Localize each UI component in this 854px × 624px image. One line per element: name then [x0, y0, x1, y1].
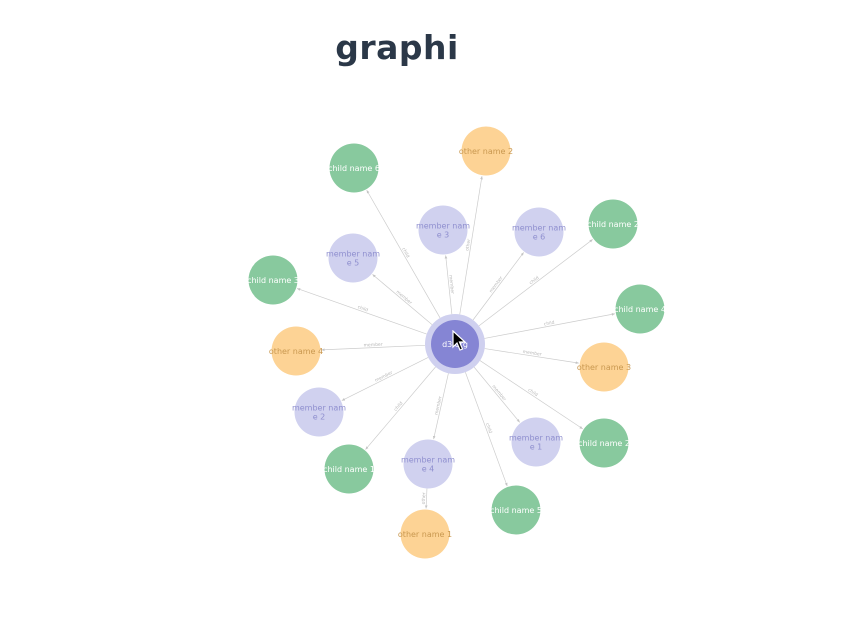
node-label: child name 3	[247, 276, 299, 285]
node-circle[interactable]	[324, 444, 374, 494]
edge-c2a	[478, 239, 593, 327]
node-m6[interactable]: member name 6	[512, 207, 566, 257]
edge-label-c2b: child	[527, 387, 539, 398]
node-label: member nam	[326, 250, 380, 259]
node-o2[interactable]: other name 2	[459, 126, 513, 176]
node-circle[interactable]	[588, 199, 638, 249]
node-m4[interactable]: member name 4	[401, 439, 455, 489]
node-label: other name 1	[398, 530, 452, 539]
node-label: other name 4	[269, 347, 323, 356]
node-circle[interactable]	[615, 284, 665, 334]
node-label: member nam	[292, 404, 346, 413]
edge-label-c5: child	[484, 422, 493, 434]
page-title: graphi	[335, 28, 459, 67]
edge-label-o2: other	[464, 238, 472, 251]
node-m1[interactable]: member name 1	[509, 417, 563, 467]
node-label: member nam	[509, 434, 563, 443]
node-circle[interactable]	[418, 205, 468, 255]
edge-m2	[341, 357, 429, 401]
node-c3[interactable]: child name 3	[247, 255, 299, 305]
edge-o4	[321, 344, 426, 352]
edge-c3	[296, 288, 427, 335]
node-c2b[interactable]: child name 2	[578, 418, 630, 468]
edge-c5	[465, 372, 508, 487]
node-circle[interactable]	[329, 143, 379, 193]
edge-label-c2a: child	[528, 275, 540, 286]
edge-o2	[459, 176, 483, 315]
node-o1[interactable]: other name 1	[398, 509, 452, 559]
node-o4[interactable]: other name 4	[269, 326, 323, 376]
node-circle[interactable]	[400, 509, 450, 559]
edge-m5	[372, 274, 433, 325]
node-circle[interactable]	[271, 326, 321, 376]
node-label: child name 6	[328, 164, 380, 173]
node-circle[interactable]	[511, 417, 561, 467]
edge-label-m2: member	[374, 370, 394, 384]
edge-label-o4: member	[364, 342, 383, 349]
edge-m6	[472, 252, 524, 321]
node-label: other name 3	[577, 363, 631, 372]
node-label: e 1	[530, 443, 543, 452]
node-label: child name 2	[587, 220, 639, 229]
edge-c4	[484, 312, 616, 339]
node-circle[interactable]	[403, 439, 453, 489]
node-o3[interactable]: other name 3	[577, 342, 631, 392]
node-circle[interactable]	[461, 126, 511, 176]
node-circle[interactable]	[514, 207, 564, 257]
edges-layer: child other member member child member child ch…	[296, 176, 616, 509]
node-label: child name 5	[490, 506, 542, 515]
edge-o3	[484, 348, 579, 365]
edge-c6	[366, 189, 441, 319]
edge-m3	[444, 255, 453, 315]
node-label: member nam	[401, 456, 455, 465]
edge-c1	[365, 366, 436, 450]
node-c1[interactable]: child name 1	[323, 444, 375, 494]
edge-label-c4: child	[543, 320, 555, 328]
node-circle[interactable]	[579, 342, 629, 392]
edge-c2b	[479, 360, 583, 430]
edge-label-c3: child	[357, 304, 369, 313]
node-circle[interactable]	[248, 255, 298, 305]
node-c2a[interactable]: child name 2	[587, 199, 639, 249]
node-label: member nam	[416, 222, 470, 231]
node-circle[interactable]	[294, 387, 344, 437]
mouse-pointer-icon	[452, 329, 467, 356]
edge-m1	[473, 366, 521, 423]
node-label: other name 2	[459, 147, 513, 156]
edge-o1	[424, 488, 428, 509]
node-label: child name 4	[614, 305, 666, 314]
edge-m4	[432, 373, 449, 440]
node-circle[interactable]	[328, 233, 378, 283]
edge-label-c6: child	[400, 247, 411, 259]
edge-label-m1: member	[490, 384, 507, 403]
node-label: e 5	[347, 259, 360, 268]
node-label: e 4	[422, 465, 435, 474]
edge-label-c1: child	[393, 400, 405, 412]
node-label: child name 1	[323, 465, 375, 474]
node-c5[interactable]: child name 5	[490, 485, 542, 535]
node-c4[interactable]: child name 4	[614, 284, 666, 334]
edge-label-m6: member	[488, 275, 504, 294]
node-label: child name 2	[578, 439, 630, 448]
node-label: e 2	[313, 413, 326, 422]
node-c6[interactable]: child name 6	[328, 143, 380, 193]
edge-label-o1: other	[421, 492, 428, 504]
edge-label-m5: member	[395, 289, 414, 306]
node-m2[interactable]: member name 2	[292, 387, 346, 437]
node-m5[interactable]: member name 5	[326, 233, 380, 283]
node-circle[interactable]	[491, 485, 541, 535]
edge-label-m3: member	[447, 275, 455, 295]
node-label: e 3	[437, 231, 450, 240]
edge-label-o3: member	[522, 349, 542, 358]
edge-label-m4: member	[434, 396, 444, 416]
node-circle[interactable]	[579, 418, 629, 468]
node-label: e 6	[533, 233, 546, 242]
node-m3[interactable]: member name 3	[416, 205, 470, 255]
node-label: member nam	[512, 224, 566, 233]
